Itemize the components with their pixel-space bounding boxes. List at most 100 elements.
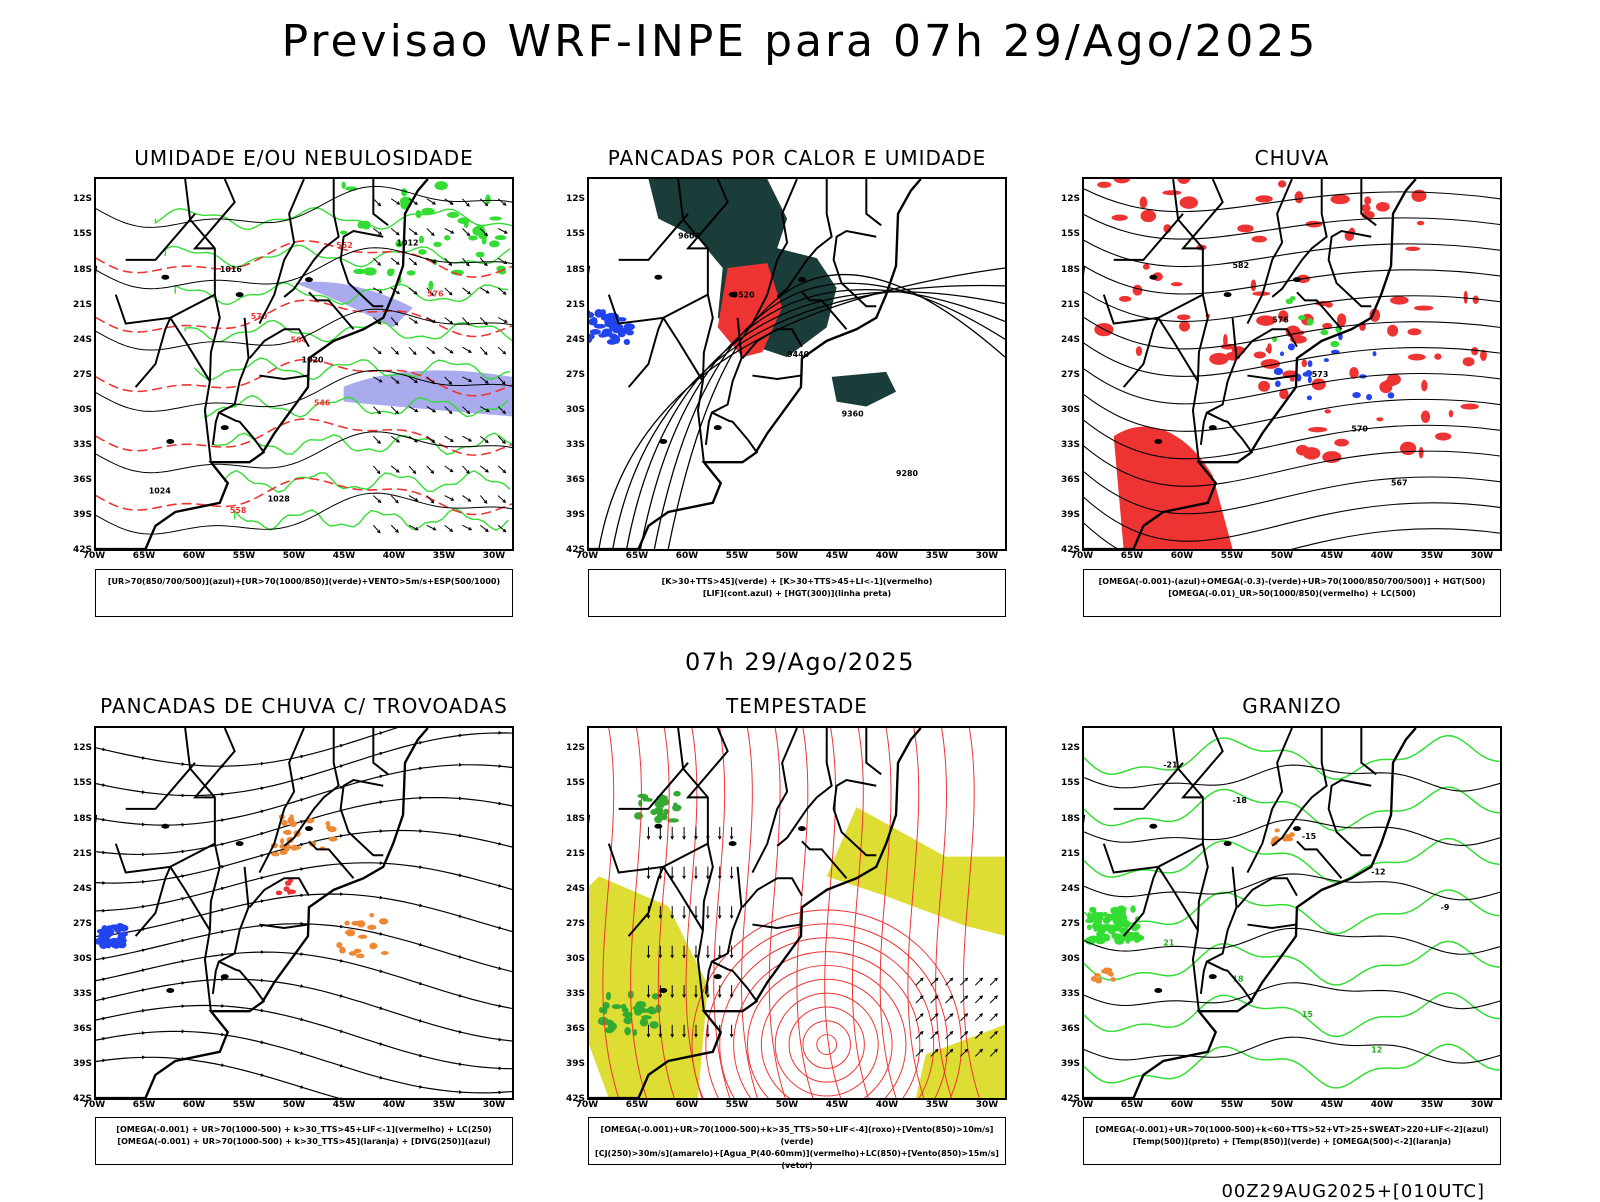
streamline-arrow (498, 966, 503, 971)
streamline-arrow (419, 903, 423, 908)
latitude-label: 36S (1060, 474, 1080, 485)
latitude-label: 39S (1060, 509, 1080, 520)
longitude-label: 30W (482, 1100, 506, 1110)
height-contour (1084, 368, 1500, 405)
border-line (662, 317, 704, 382)
legend-line: [OMEGA(-0.001)+UR>70(1000-500)+k>35_TTS>… (600, 1125, 994, 1146)
streamline (96, 796, 512, 856)
wind-vector (497, 317, 508, 323)
wind-vector (408, 524, 419, 531)
legend-line: [OMEGA(-0.001)-(azul)+OMEGA(-0.3)-(verde… (1098, 577, 1486, 586)
streamline-arrow (300, 798, 304, 802)
wind-vector-head (448, 410, 453, 415)
wind-vector (462, 317, 470, 326)
wind-vector-head (729, 954, 734, 959)
border-line (1206, 960, 1254, 1003)
streamline-arrow (419, 1084, 423, 1089)
rain-cell (1379, 381, 1393, 394)
wind-vector-head (378, 290, 383, 294)
streamline-circle (788, 1006, 865, 1083)
longitude-label: 55W (725, 551, 749, 561)
latitude-label: 30S (1060, 953, 1080, 964)
latitude-label: 12S (72, 194, 92, 205)
lif-contour (589, 311, 595, 319)
storm-cell-orange (280, 838, 285, 845)
legend-tempestade: [OMEGA(-0.001)+UR>70(1000-500)+k>35_TTS>… (588, 1117, 1006, 1170)
omega-cell (1279, 351, 1285, 357)
longitude-label: 65W (1120, 551, 1144, 561)
border-line (192, 728, 236, 799)
map-canvas: 9600 9520 9440 9360 9280 (589, 179, 1005, 549)
wind-vector-head (979, 995, 984, 1000)
latitude-label: 12S (1060, 743, 1080, 754)
wind-vector-head (484, 232, 489, 237)
rain-cell (1416, 220, 1425, 226)
streamline-arrow (141, 948, 146, 953)
lake (1223, 841, 1232, 847)
wind-vector (426, 198, 436, 205)
streamline-circle (733, 951, 921, 1098)
wind-vector-head (706, 915, 710, 919)
wind-vector-head (376, 470, 381, 475)
latitude-label: 27S (565, 918, 585, 929)
streamline-arrow (498, 730, 503, 735)
longitude-label: 50W (1270, 551, 1294, 561)
wind-vector-head (994, 1013, 998, 1017)
omega-500-cell (1274, 828, 1280, 833)
humidity-cell (401, 188, 408, 197)
coastline (1084, 179, 1417, 549)
wind-vector-head (396, 439, 401, 443)
wind-vector (480, 406, 490, 412)
wind-vector (372, 198, 381, 206)
streamline (713, 728, 731, 1098)
rain-cell (1336, 313, 1347, 327)
wind-vector-head (413, 290, 418, 295)
height-contour (1084, 471, 1500, 515)
wind-vector (479, 198, 488, 206)
wind-vector (462, 287, 471, 295)
wind-vector-head (448, 380, 453, 385)
border-line (218, 411, 266, 454)
humidity-cell (463, 220, 469, 228)
lake (161, 823, 170, 829)
contour-label: 582 (1233, 261, 1250, 270)
wind-850-area (649, 1021, 659, 1029)
omega-cell (1323, 358, 1329, 363)
wind-vector-head (979, 977, 984, 982)
wind-vector-head (395, 350, 400, 355)
streamline-arrow (458, 1090, 463, 1094)
longitude-label: 65W (625, 551, 649, 561)
streamline-arrow (102, 850, 106, 855)
humidity-cell (434, 181, 448, 191)
wind-vector-head (431, 380, 436, 385)
lif-contour (604, 321, 613, 328)
wind-850-area (667, 818, 680, 823)
border-line (865, 728, 882, 776)
wind-vector-head (949, 1013, 954, 1017)
latitude-label: 21S (565, 299, 585, 310)
storm-cell-orange (271, 851, 280, 857)
lake (1292, 277, 1301, 283)
wind-vector-head (694, 954, 698, 959)
wind-vector (989, 1049, 998, 1057)
latitude-label: 30S (72, 953, 92, 964)
border-line (125, 762, 196, 810)
rain-cell (1294, 191, 1304, 204)
wind-vector (372, 406, 381, 414)
lif-contour (622, 327, 630, 334)
wind-vector-head (448, 262, 453, 267)
streamline (796, 728, 814, 1098)
wind-vector (408, 495, 418, 501)
longitude-label: 35W (925, 551, 949, 561)
rain-cell (1390, 296, 1409, 305)
latitude-label: 30S (565, 953, 585, 964)
border-line (339, 778, 384, 857)
rain-cell (1302, 447, 1321, 460)
streamline-arrow (181, 938, 186, 943)
streamline-arrow (102, 1016, 106, 1021)
streamline-arrow (498, 1090, 503, 1095)
border-line (704, 866, 743, 995)
lake (235, 292, 244, 298)
temp-500-contour (1084, 982, 1500, 1010)
streamline-arrow (102, 1058, 106, 1063)
